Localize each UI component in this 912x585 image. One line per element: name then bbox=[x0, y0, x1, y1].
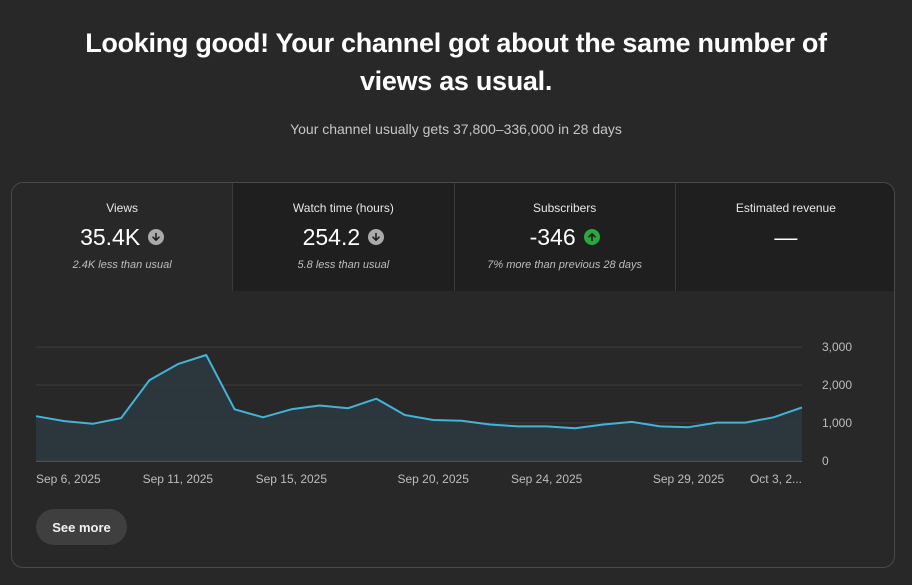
tab-note: 7% more than previous 28 days bbox=[487, 259, 642, 271]
tab-value: 254.2 bbox=[302, 223, 361, 250]
tab-value: — bbox=[774, 223, 798, 250]
tab-note: 2.4K less than usual bbox=[72, 259, 172, 271]
x-tick-label: Sep 6, 2025 bbox=[36, 472, 101, 486]
tab-views[interactable]: Views 35.4K 2.4K less than usual bbox=[12, 183, 234, 291]
x-tick-label: Oct 3, 2... bbox=[750, 472, 802, 486]
x-tick-label: Sep 11, 2025 bbox=[143, 472, 214, 486]
tab-label: Watch time (hours) bbox=[292, 201, 394, 215]
x-tick-label: Sep 29, 2025 bbox=[653, 472, 725, 486]
usual-range-text: Your channel usually gets 37,800–336,000… bbox=[290, 121, 622, 137]
series-area bbox=[36, 355, 802, 461]
y-tick-label: 3,000 bbox=[822, 340, 852, 354]
tab-value: -346 bbox=[529, 223, 576, 250]
y-tick-label: 2,000 bbox=[822, 378, 852, 392]
see-more-button[interactable]: See more bbox=[36, 509, 127, 545]
tab-label: Views bbox=[106, 201, 139, 215]
arrow-down-icon bbox=[148, 229, 165, 245]
tab-value: 35.4K bbox=[80, 223, 141, 250]
y-tick-label: 0 bbox=[822, 454, 829, 468]
x-tick-label: Sep 15, 2025 bbox=[256, 472, 328, 486]
tab-watch-time[interactable]: Watch time (hours) 254.2 5.8 less than u… bbox=[233, 183, 455, 291]
tab-subscribers[interactable]: Subscribers -346 7% more than previous 2… bbox=[454, 183, 676, 291]
series-line bbox=[35, 354, 803, 430]
arrow-up-icon bbox=[583, 229, 600, 245]
metrics-card: Views 35.4K 2.4K less than usual Watch t… bbox=[11, 182, 895, 568]
headline: Looking good! Your channel got about the… bbox=[0, 24, 912, 100]
headline-line-1: Looking good! Your channel got about the… bbox=[85, 28, 827, 58]
x-tick-label: Sep 24, 2025 bbox=[511, 472, 583, 486]
views-chart: 0 1,000 2,000 3,000 Sep 6, 2025 Sep 11, 2025 S… bbox=[35, 340, 852, 486]
tab-estimated-revenue[interactable]: Estimated revenue — bbox=[675, 183, 894, 291]
headline-line-2: views as usual. bbox=[359, 66, 553, 96]
tab-label: Estimated revenue bbox=[735, 201, 836, 215]
tab-label: Subscribers bbox=[532, 201, 597, 215]
x-tick-label: Sep 20, 2025 bbox=[397, 472, 469, 486]
tab-note: 5.8 less than usual bbox=[297, 259, 390, 271]
y-tick-label: 1,000 bbox=[822, 416, 852, 430]
arrow-down-icon bbox=[368, 229, 385, 245]
metric-tabs: Views 35.4K 2.4K less than usual Watch t… bbox=[12, 183, 894, 291]
